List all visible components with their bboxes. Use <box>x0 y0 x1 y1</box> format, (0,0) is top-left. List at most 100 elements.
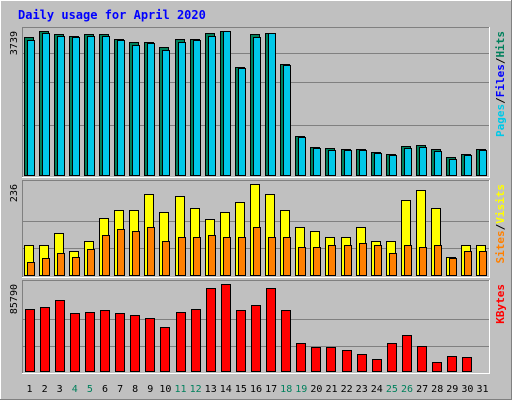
panel-hits-legend-item: Pages <box>494 104 507 137</box>
bar-kbytes-day-3 <box>55 300 65 372</box>
bar-kbytes-day-2 <box>40 307 50 372</box>
panel-visits-legend-item: / <box>494 223 507 230</box>
bar-files-day-14 <box>223 31 231 176</box>
bar-files-day-3 <box>57 36 65 176</box>
bar-files-day-15 <box>238 68 246 176</box>
bar-sites-day-6 <box>102 235 110 276</box>
day-label: 11 <box>174 384 186 395</box>
panel-visits-legend-item: Sites <box>494 230 507 263</box>
bar-kbytes-day-26 <box>402 335 412 372</box>
day-label: 29 <box>446 384 458 395</box>
bar-sites-day-8 <box>132 231 140 276</box>
day-label: 16 <box>250 384 262 395</box>
panel-visits: 236 Sites/Visits <box>9 180 507 278</box>
bar-kbytes-day-5 <box>85 312 95 372</box>
panel-kbytes-legend-item: KBytes <box>494 284 507 324</box>
bar-files-day-6 <box>102 36 110 176</box>
bar-kbytes-day-7 <box>115 313 125 372</box>
bar-files-day-7 <box>117 40 125 176</box>
day-label: 15 <box>235 384 247 395</box>
bar-kbytes-day-9 <box>145 318 155 372</box>
bar-sites-day-31 <box>479 251 487 276</box>
day-label: 26 <box>401 384 413 395</box>
bar-kbytes-day-12 <box>191 309 201 372</box>
bar-kbytes-day-20 <box>311 347 321 372</box>
panel-kbytes-legend: KBytes <box>494 284 507 324</box>
panel-visits-legend: Sites/Visits <box>494 184 507 264</box>
bar-files-day-21 <box>328 150 336 176</box>
bar-sites-day-30 <box>464 251 472 276</box>
bar-files-day-31 <box>479 150 487 176</box>
bar-files-day-10 <box>162 50 170 176</box>
bar-files-day-8 <box>132 45 140 176</box>
day-label: 28 <box>431 384 443 395</box>
panel-visits-legend-item: Visits <box>494 184 507 224</box>
bar-files-day-22 <box>344 150 352 176</box>
bar-sites-day-23 <box>359 243 367 276</box>
day-label: 13 <box>205 384 217 395</box>
bar-files-day-27 <box>419 147 427 176</box>
bar-files-day-1 <box>27 40 35 176</box>
series-files <box>27 31 487 176</box>
panel-hits-legend-item: Hits <box>494 31 507 58</box>
bar-sites-day-12 <box>193 237 201 276</box>
bar-files-day-11 <box>178 42 186 176</box>
bar-files-day-26 <box>404 148 412 176</box>
bar-files-day-4 <box>72 37 80 176</box>
day-label: 27 <box>416 384 428 395</box>
bar-files-day-16 <box>253 37 261 176</box>
bar-sites-day-4 <box>72 257 80 276</box>
day-label: 10 <box>159 384 171 395</box>
bar-files-day-25 <box>389 155 397 176</box>
bar-sites-day-13 <box>208 235 216 276</box>
day-label: 25 <box>386 384 398 395</box>
day-label: 18 <box>280 384 292 395</box>
bar-kbytes-day-1 <box>25 309 35 372</box>
bar-kbytes-day-10 <box>160 327 170 372</box>
panel-kbytes-max-label: 85790 <box>9 284 20 314</box>
bar-sites-day-29 <box>449 258 457 276</box>
bar-sites-day-10 <box>162 241 170 276</box>
bar-sites-day-5 <box>87 249 95 276</box>
bar-files-day-24 <box>374 153 382 176</box>
panel-hits-legend-item: / <box>494 57 507 64</box>
bar-files-day-9 <box>147 43 155 176</box>
bar-sites-day-24 <box>374 245 382 276</box>
day-label: 24 <box>371 384 383 395</box>
bar-sites-day-3 <box>57 253 65 276</box>
bar-files-day-5 <box>87 36 95 176</box>
bar-kbytes-day-23 <box>357 354 367 372</box>
bar-sites-day-25 <box>389 253 397 276</box>
day-label: 21 <box>325 384 337 395</box>
bar-sites-day-11 <box>178 237 186 276</box>
bar-files-day-30 <box>464 155 472 176</box>
series-kbytes <box>25 284 472 372</box>
bar-kbytes-day-4 <box>70 313 80 372</box>
bar-files-day-20 <box>313 148 321 176</box>
bar-kbytes-day-18 <box>281 310 291 372</box>
day-label: 20 <box>310 384 322 395</box>
day-label: 22 <box>341 384 353 395</box>
day-label: 7 <box>117 384 123 395</box>
day-label: 8 <box>132 384 138 395</box>
panel-hits-legend: Pages/Files/Hits <box>494 31 507 137</box>
bar-sites-day-18 <box>283 237 291 276</box>
panel-hits-max-label: 3739 <box>9 31 20 55</box>
bar-kbytes-day-6 <box>100 310 110 372</box>
series-sites <box>27 227 487 276</box>
bar-files-day-2 <box>42 33 50 176</box>
bar-sites-day-26 <box>404 245 412 276</box>
bar-files-day-12 <box>193 40 201 176</box>
bar-sites-day-14 <box>223 237 231 276</box>
panel-hits-legend-item: / <box>494 97 507 104</box>
day-label: 30 <box>461 384 473 395</box>
day-label: 23 <box>356 384 368 395</box>
day-label: 6 <box>102 384 108 395</box>
bar-files-day-17 <box>268 33 276 176</box>
day-label: 9 <box>147 384 153 395</box>
day-label: 2 <box>42 384 48 395</box>
bar-files-day-18 <box>283 65 291 176</box>
day-label: 12 <box>190 384 202 395</box>
bar-kbytes-day-16 <box>251 305 261 372</box>
